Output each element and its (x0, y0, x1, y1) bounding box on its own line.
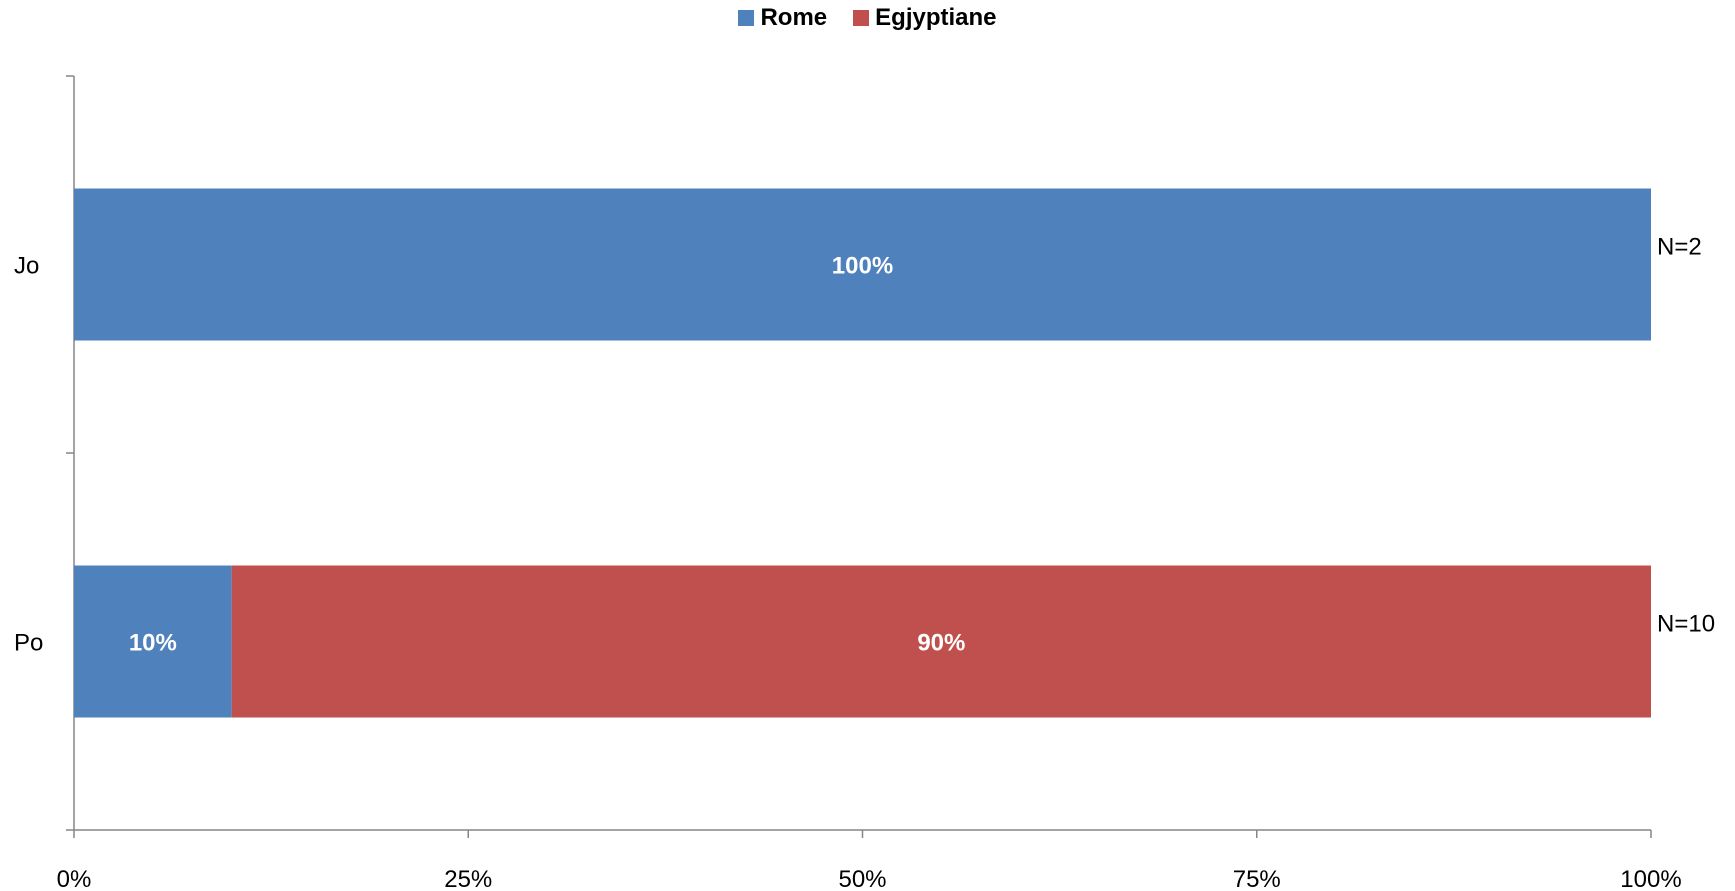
legend-item-egjyptiane: Egjyptiane (853, 4, 997, 32)
x-tick-label: 100% (1620, 866, 1681, 891)
legend-swatch-rome (738, 10, 755, 26)
legend-swatch-egjyptiane (853, 10, 870, 26)
legend-label-egjyptiane: Egjyptiane (875, 4, 997, 31)
bar-segment-rome (74, 188, 1651, 341)
x-tick-label: 0% (57, 866, 92, 891)
bar-segment-rome (74, 565, 232, 718)
y-category-label: Po (14, 630, 43, 657)
data-label: 100% (832, 253, 893, 280)
legend-label-rome: Rome (760, 4, 828, 31)
y-category-label: Jo (14, 253, 39, 280)
bar-segment-egjyptiane (231, 565, 1652, 718)
n-annotation: N=10 (1657, 611, 1715, 638)
legend: Rome Egjyptiane (0, 4, 1735, 32)
x-tick-label: 25% (444, 866, 492, 891)
legend-item-rome: Rome (738, 4, 827, 32)
n-annotation: N=2 (1657, 234, 1702, 261)
x-tick-label: 50% (838, 866, 886, 891)
data-label: 90% (917, 630, 965, 657)
x-tick-label: 75% (1233, 866, 1281, 891)
data-label: 10% (129, 630, 177, 657)
